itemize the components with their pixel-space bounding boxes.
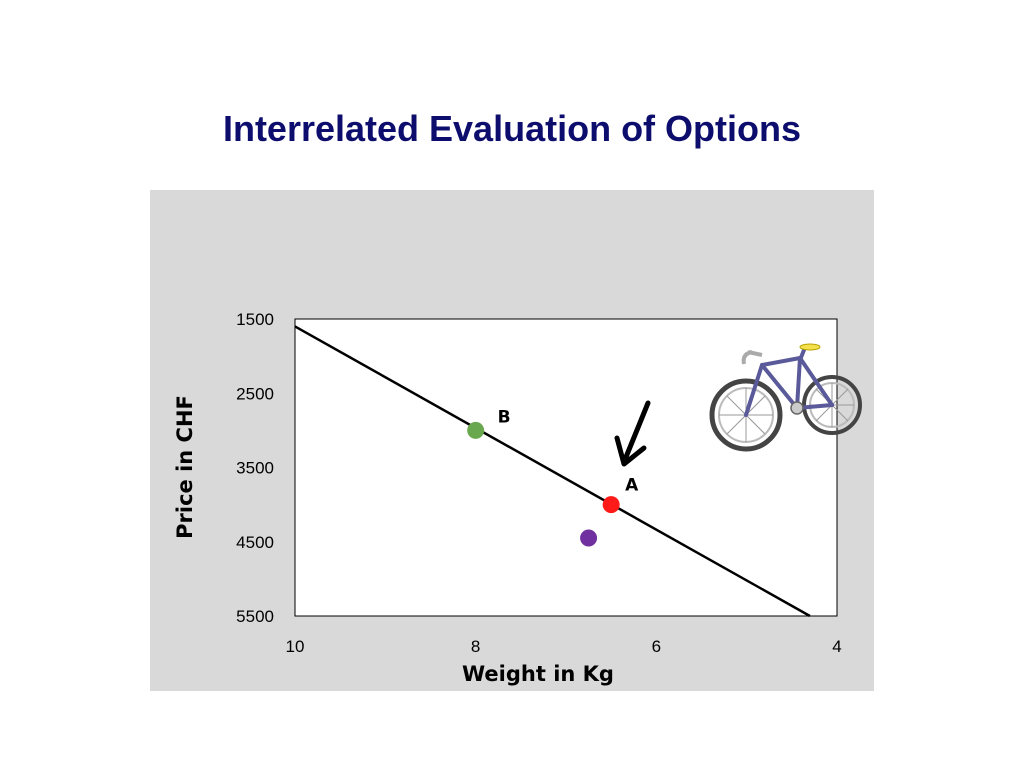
y-axis-title: Price in CHF xyxy=(173,395,197,539)
trend-line xyxy=(294,325,811,618)
arrow-annotation xyxy=(614,400,651,467)
y-tick-label: 4500 xyxy=(236,533,274,552)
y-axis-ticks: 1500 2500 3500 4500 5500 xyxy=(236,310,274,626)
x-tick-label: 4 xyxy=(832,637,841,656)
point-label-b: B xyxy=(498,407,511,427)
x-tick-label: 6 xyxy=(652,637,661,656)
y-tick-label: 3500 xyxy=(236,459,274,478)
x-axis-ticks: 10 8 6 4 xyxy=(286,637,842,656)
data-points: BA xyxy=(467,407,639,547)
y-tick-label: 2500 xyxy=(236,384,274,403)
x-tick-label: 8 xyxy=(471,637,480,656)
plot-area xyxy=(294,318,838,617)
slide-title: Interrelated Evaluation of Options xyxy=(222,108,802,149)
y-tick-label: 1500 xyxy=(236,310,274,329)
point-label-a: A xyxy=(625,476,639,496)
bicycle-icon xyxy=(709,343,862,452)
point-b xyxy=(467,421,485,439)
x-tick-label: 10 xyxy=(286,637,305,656)
point-unlabeled xyxy=(580,529,598,547)
point-a xyxy=(602,496,620,514)
x-axis-title: Weight in Kg xyxy=(462,662,614,686)
y-tick-label: 5500 xyxy=(236,607,274,626)
